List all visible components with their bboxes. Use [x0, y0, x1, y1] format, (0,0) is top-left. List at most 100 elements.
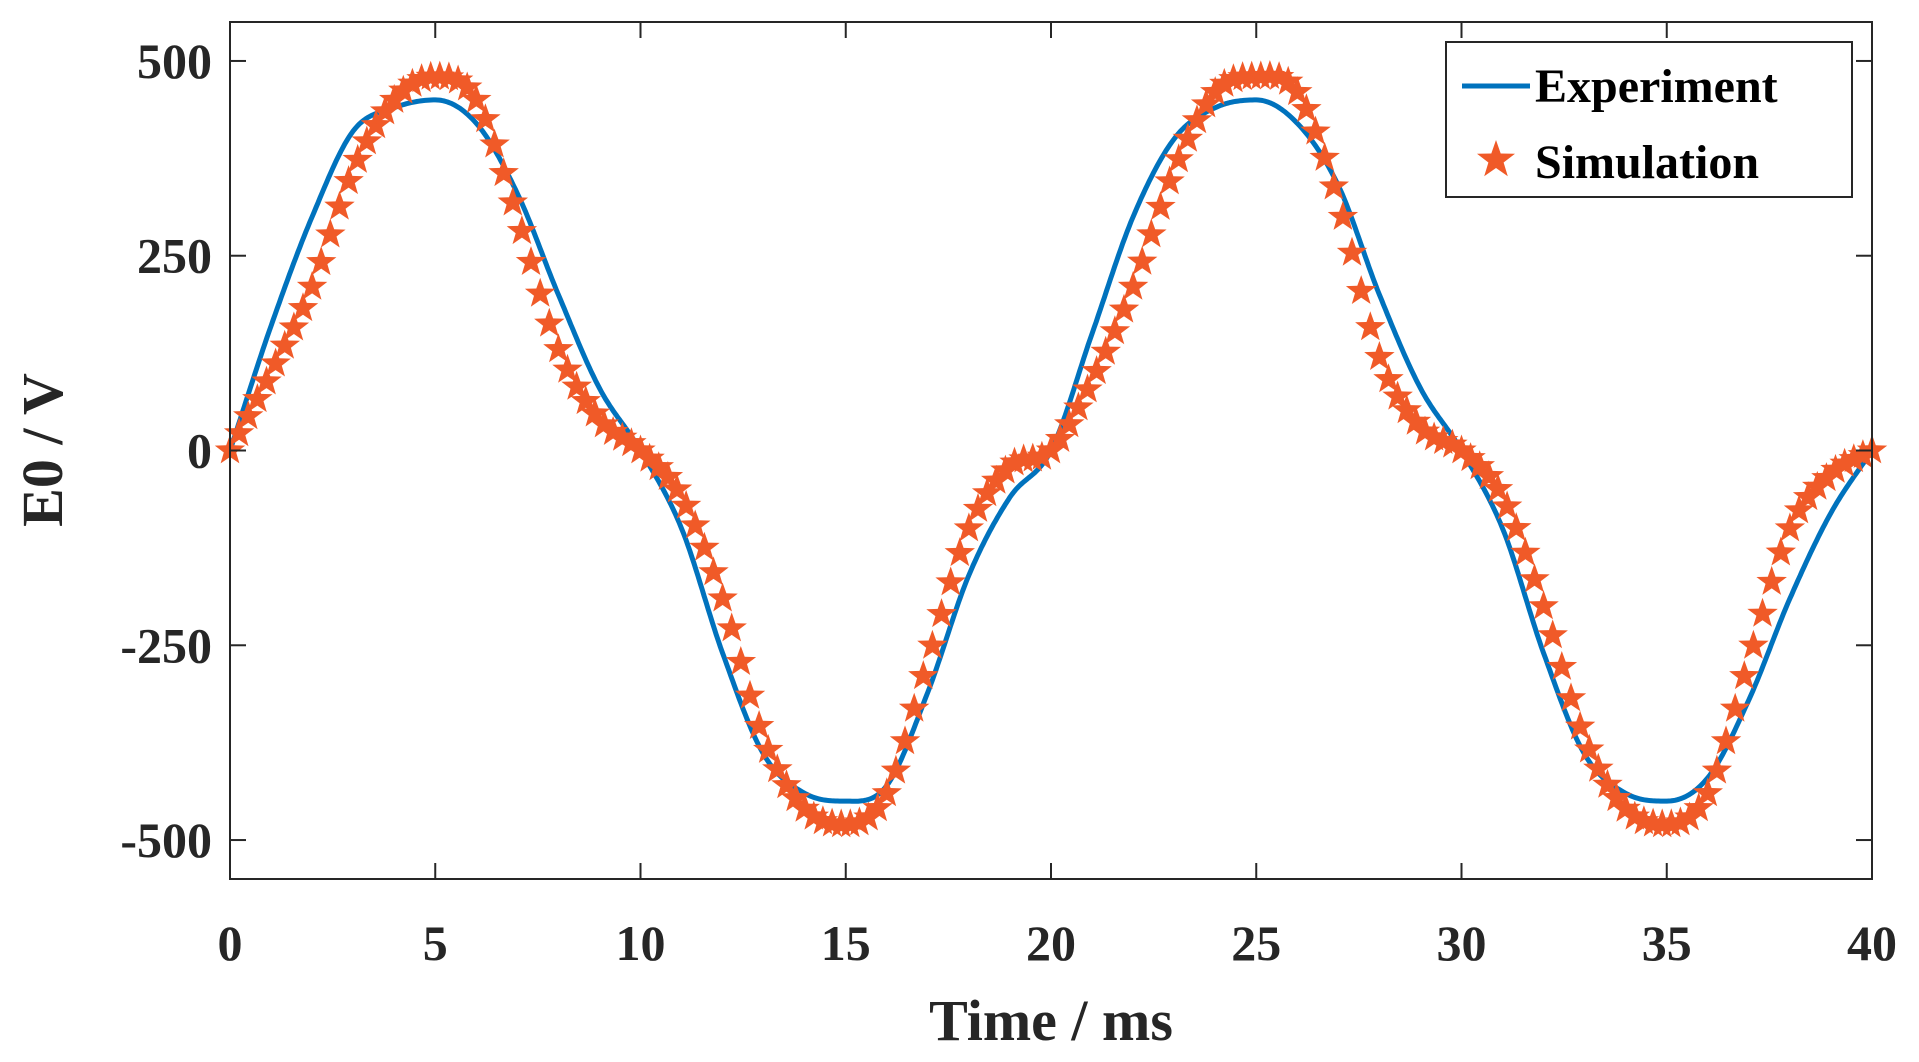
simulation-marker: [287, 292, 319, 322]
simulation-marker: [962, 492, 994, 522]
simulation-marker: [1610, 792, 1641, 822]
simulation-marker: [1820, 453, 1851, 483]
simulation-marker: [251, 365, 282, 395]
x-tick-label: 35: [1642, 915, 1692, 971]
simulation-marker: [734, 679, 766, 709]
simulation-marker: [789, 792, 820, 822]
simulation-marker: [333, 165, 364, 195]
simulation-marker: [1117, 270, 1149, 300]
simulation-marker: [497, 186, 528, 216]
simulation-marker: [780, 782, 811, 812]
simulation-marker: [1336, 236, 1368, 266]
simulation-marker: [479, 128, 510, 158]
simulation-marker: [771, 769, 802, 799]
simulation-marker: [953, 512, 985, 542]
simulation-marker: [1154, 165, 1185, 195]
simulation-marker: [680, 509, 711, 539]
legend-box: [1445, 41, 1853, 198]
simulation-marker: [835, 808, 866, 838]
legend: Experiment Simulation: [1445, 41, 1853, 198]
simulation-marker: [707, 582, 738, 612]
simulation-marker: [1802, 470, 1833, 500]
simulation-marker: [1300, 115, 1331, 145]
simulation-marker: [1674, 801, 1705, 831]
simulation-marker: [524, 277, 556, 307]
simulation-marker: [1327, 200, 1359, 230]
simulation-marker: [1747, 597, 1778, 627]
simulation-marker: [1355, 311, 1386, 341]
simulation-marker: [1209, 67, 1240, 97]
simulation-marker: [944, 537, 975, 567]
simulation-marker: [1838, 443, 1869, 473]
simulation-marker: [1710, 725, 1742, 755]
simulation-marker: [1601, 782, 1632, 812]
simulation-marker: [616, 427, 647, 457]
y-tick-label: -250: [120, 617, 212, 673]
simulation-marker: [1546, 651, 1578, 680]
simulation-marker: [935, 566, 966, 596]
simulation-marker: [351, 125, 383, 155]
simulation-marker: [1464, 450, 1495, 480]
simulation-marker: [369, 95, 401, 125]
x-tick-label: 0: [218, 915, 243, 971]
simulation-marker: [1108, 293, 1140, 323]
x-tick-label: 25: [1231, 915, 1281, 971]
simulation-marker: [1072, 373, 1103, 403]
simulation-marker: [570, 385, 601, 415]
simulation-marker: [242, 383, 273, 413]
simulation-marker: [1811, 462, 1842, 492]
simulation-marker: [1555, 682, 1587, 712]
simulation-marker: [862, 792, 893, 822]
simulation-marker: [315, 218, 346, 248]
simulation-marker: [1683, 792, 1714, 822]
simulation-marker: [442, 64, 474, 94]
simulation-marker: [269, 329, 300, 359]
simulation-marker: [1482, 473, 1514, 503]
legend-label-simulation: Simulation: [1535, 136, 1759, 189]
x-tick-label: 10: [616, 915, 666, 971]
simulation-marker: [306, 246, 337, 276]
simulation-marker: [990, 454, 1021, 484]
simulation-marker: [1592, 768, 1623, 798]
simulation-marker: [1282, 76, 1313, 106]
y-tick-label: 500: [137, 33, 212, 89]
simulation-marker: [342, 143, 373, 173]
simulation-marker: [1373, 363, 1404, 393]
simulation-marker: [1574, 733, 1605, 763]
simulation-marker: [1583, 752, 1614, 782]
simulation-marker: [926, 598, 957, 628]
x-axis-label: Time / ms: [929, 988, 1173, 1053]
simulation-marker: [1656, 808, 1687, 838]
simulation-marker: [1318, 170, 1349, 200]
simulation-marker: [908, 660, 939, 690]
simulation-marker: [1291, 93, 1322, 123]
simulation-marker: [1501, 512, 1532, 542]
simulation-marker: [1400, 405, 1432, 435]
simulation-marker: [223, 417, 255, 447]
simulation-marker: [588, 408, 620, 438]
simulation-marker: [1054, 408, 1085, 438]
simulation-marker: [1491, 490, 1523, 520]
simulation-marker: [1537, 619, 1568, 649]
simulation-marker: [762, 753, 793, 783]
series-simulation: [214, 60, 1888, 838]
simulation-marker: [1127, 245, 1158, 275]
simulation-marker: [470, 103, 501, 133]
simulation-marker: [1528, 590, 1559, 620]
simulation-marker: [1847, 439, 1879, 468]
simulation-marker: [1455, 442, 1486, 472]
series-layer: [214, 60, 1888, 838]
simulation-marker: [1701, 754, 1733, 784]
simulation-marker: [1081, 355, 1112, 385]
x-tick-label: 40: [1847, 915, 1897, 971]
simulation-marker: [1181, 104, 1213, 134]
simulation-marker: [1364, 341, 1395, 370]
simulation-marker: [1738, 629, 1769, 659]
simulation-marker: [1017, 442, 1048, 472]
simulation-marker: [1309, 141, 1340, 171]
simulation-marker: [1035, 434, 1067, 464]
simulation-marker: [634, 442, 665, 472]
x-tick-label: 20: [1026, 915, 1076, 971]
simulation-marker: [379, 83, 410, 113]
